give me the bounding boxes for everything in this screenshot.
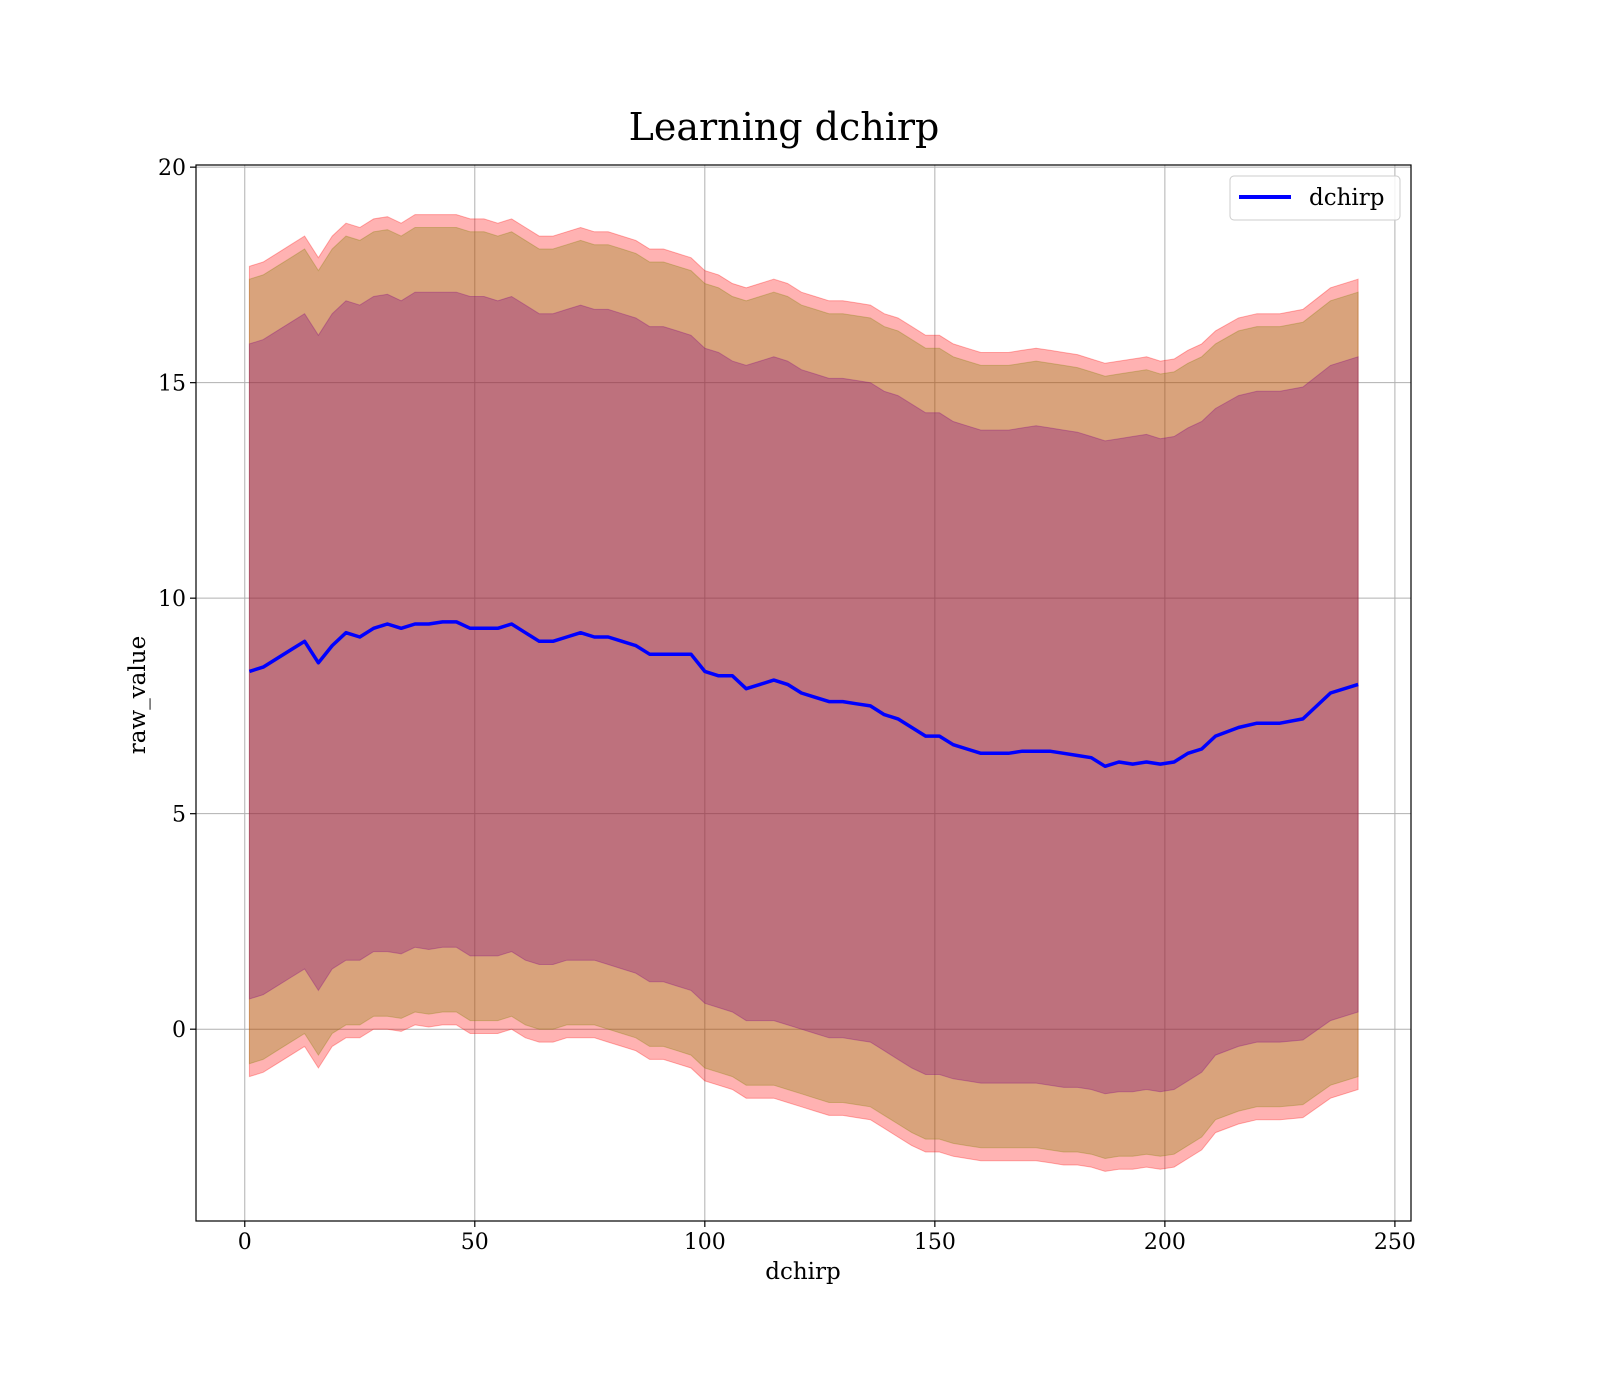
- series-line-dchirp: [248, 620, 1359, 769]
- y-tick-label: 10: [158, 587, 186, 612]
- x-tick-label: 100: [684, 1230, 726, 1255]
- x-axis-label: dchirp: [765, 1259, 841, 1285]
- x-tick-label: 250: [1374, 1230, 1416, 1255]
- y-tick-label: 0: [172, 1018, 186, 1043]
- x-tick-label: 50: [461, 1230, 489, 1255]
- x-tick-label: 0: [238, 1230, 252, 1255]
- y-tick-label: 15: [158, 372, 186, 397]
- y-tick-label: 20: [158, 156, 186, 181]
- axis-ticks: 0 50 100 150 200 250 0 5 10 15 20: [158, 156, 1416, 1255]
- y-tick-label: 5: [172, 803, 186, 828]
- legend: dchirp: [1229, 175, 1401, 221]
- chart-title: Learning dchirp: [629, 105, 940, 149]
- x-tick-label: 200: [1144, 1230, 1186, 1255]
- series-lines: [248, 620, 1359, 769]
- grid: [196, 165, 1411, 1221]
- legend-label-dchirp: dchirp: [1309, 185, 1385, 211]
- plot-frame: [195, 164, 1412, 1222]
- x-tick-label: 150: [914, 1230, 956, 1255]
- y-axis-label: raw_value: [125, 636, 151, 754]
- legend-box: [1229, 175, 1401, 221]
